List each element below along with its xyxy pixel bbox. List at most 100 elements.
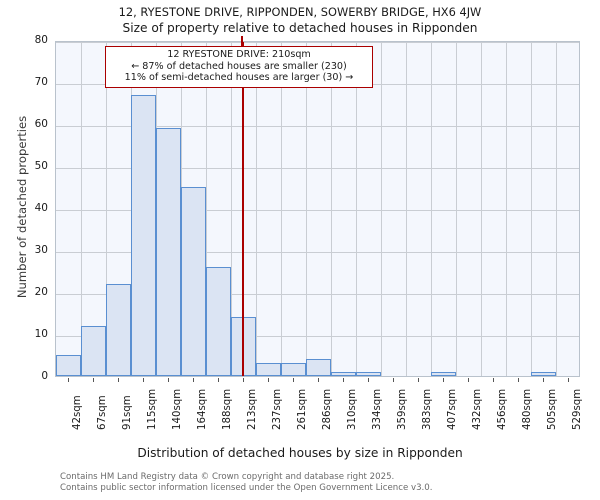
y-axis-tick-label: 80: [34, 34, 48, 46]
x-axis-tick-label: 213sqm: [246, 388, 258, 430]
x-axis-tick-label: 359sqm: [396, 388, 408, 430]
x-axis-tick-label: 237sqm: [271, 388, 283, 430]
x-axis-tick-label: 407sqm: [446, 388, 458, 430]
gridline-vertical: [381, 42, 382, 376]
gridline-vertical: [256, 42, 257, 376]
y-axis-tick-label: 10: [34, 328, 48, 340]
x-axis-tick-mark: [467, 378, 469, 382]
y-axis-tick-label: 0: [41, 370, 48, 382]
x-axis-tick-mark: [442, 378, 444, 382]
histogram-bar: [281, 363, 306, 376]
chart-subtitle: Size of property relative to detached ho…: [122, 21, 478, 35]
gridline-vertical: [406, 42, 407, 376]
x-axis-tick-mark: [167, 378, 169, 382]
histogram-bar: [431, 371, 456, 376]
x-axis-tick-label: 67sqm: [96, 395, 108, 430]
x-axis-tick-label: 334sqm: [371, 388, 383, 430]
footer-line-2: Contains public sector information licen…: [60, 482, 433, 493]
histogram-bar: [56, 355, 81, 376]
x-axis-tick-mark: [292, 378, 294, 382]
annotation-line-1: 12 RYESTONE DRIVE: 210sqm: [167, 49, 311, 60]
x-axis-tick-label: 310sqm: [346, 388, 358, 430]
gridline-vertical: [231, 42, 232, 376]
histogram-bar: [156, 128, 181, 376]
annotation-line-2: ← 87% of detached houses are smaller (23…: [131, 60, 347, 72]
x-axis-tick-label: 286sqm: [321, 388, 333, 430]
gridline-vertical: [456, 42, 457, 376]
y-axis-tick-label: 20: [34, 286, 48, 298]
x-axis-tick-mark: [517, 378, 519, 382]
x-axis-tick-label: 188sqm: [221, 388, 233, 430]
x-axis-tick-label: 432sqm: [471, 388, 483, 430]
x-axis-tick-label: 383sqm: [421, 388, 433, 430]
x-axis-tick-label: 480sqm: [521, 388, 533, 430]
x-axis-tick-label: 115sqm: [146, 388, 158, 430]
gridline-horizontal: [56, 294, 579, 295]
histogram-bar: [81, 325, 106, 376]
gridline-vertical: [81, 42, 82, 376]
x-axis-tick-mark: [192, 378, 194, 382]
histogram-bar: [206, 266, 231, 376]
gridline-vertical: [281, 42, 282, 376]
gridline-horizontal: [56, 42, 579, 43]
y-axis-tick-label: 30: [34, 244, 48, 256]
gridline-vertical: [481, 42, 482, 376]
x-axis-tick-label: 505sqm: [546, 388, 558, 430]
gridline-vertical: [331, 42, 332, 376]
gridline-horizontal: [56, 336, 579, 337]
attribution-footer: Contains HM Land Registry data © Crown c…: [60, 472, 580, 493]
gridline-vertical: [431, 42, 432, 376]
property-marker-line-extension: [241, 36, 243, 46]
gridline-vertical: [556, 42, 557, 376]
x-axis-tick-mark: [542, 378, 544, 382]
histogram-bar: [256, 363, 281, 376]
histogram-bar: [531, 371, 556, 376]
gridline-vertical: [356, 42, 357, 376]
property-annotation-box: 12 RYESTONE DRIVE: 210sqm ← 87% of detac…: [105, 46, 373, 88]
y-axis-tick-label: 50: [34, 160, 48, 172]
gridline-horizontal: [56, 210, 579, 211]
gridline-horizontal: [56, 252, 579, 253]
property-marker-line: [242, 42, 244, 376]
histogram-bar: [131, 94, 156, 376]
y-axis-tick-label: 60: [34, 118, 48, 130]
x-axis-tick-mark: [417, 378, 419, 382]
plot-area: [55, 41, 580, 377]
y-axis-label: Number of detached properties: [15, 115, 29, 299]
y-axis-tick-label: 70: [34, 76, 48, 88]
x-axis-tick-mark: [217, 378, 219, 382]
histogram-bar: [356, 371, 381, 376]
x-axis-tick-mark: [367, 378, 369, 382]
x-axis-tick-label: 91sqm: [121, 395, 133, 430]
x-axis-tick-label: 164sqm: [196, 388, 208, 430]
histogram-bar: [331, 371, 356, 376]
x-axis-tick-label: 456sqm: [496, 388, 508, 430]
page-title: 12, RYESTONE DRIVE, RIPPONDEN, SOWERBY B…: [118, 5, 482, 19]
x-axis-tick-mark: [117, 378, 119, 382]
x-axis-tick-mark: [492, 378, 494, 382]
x-axis-tick-mark: [317, 378, 319, 382]
plot-inner: [56, 42, 579, 376]
x-axis-tick-label: 529sqm: [571, 388, 583, 430]
gridline-vertical: [306, 42, 307, 376]
gridline-horizontal: [56, 168, 579, 169]
x-axis-tick-mark: [342, 378, 344, 382]
gridline-vertical: [206, 42, 207, 376]
chart-titles: 12, RYESTONE DRIVE, RIPPONDEN, SOWERBY B…: [0, 4, 600, 37]
histogram-bar: [106, 283, 131, 376]
gridline-vertical: [106, 42, 107, 376]
x-axis-tick-mark: [567, 378, 569, 382]
footer-line-1: Contains HM Land Registry data © Crown c…: [60, 472, 395, 482]
x-axis-tick-mark: [242, 378, 244, 382]
x-axis-tick-mark: [392, 378, 394, 382]
gridline-vertical: [531, 42, 532, 376]
x-axis-tick-label: 261sqm: [296, 388, 308, 430]
x-axis-tick-label: 42sqm: [71, 395, 83, 430]
x-axis-label: Distribution of detached houses by size …: [137, 446, 463, 460]
x-axis-tick-mark: [67, 378, 69, 382]
gridline-vertical: [506, 42, 507, 376]
x-axis-tick-mark: [267, 378, 269, 382]
histogram-bar: [306, 359, 331, 376]
x-axis-tick-mark: [142, 378, 144, 382]
